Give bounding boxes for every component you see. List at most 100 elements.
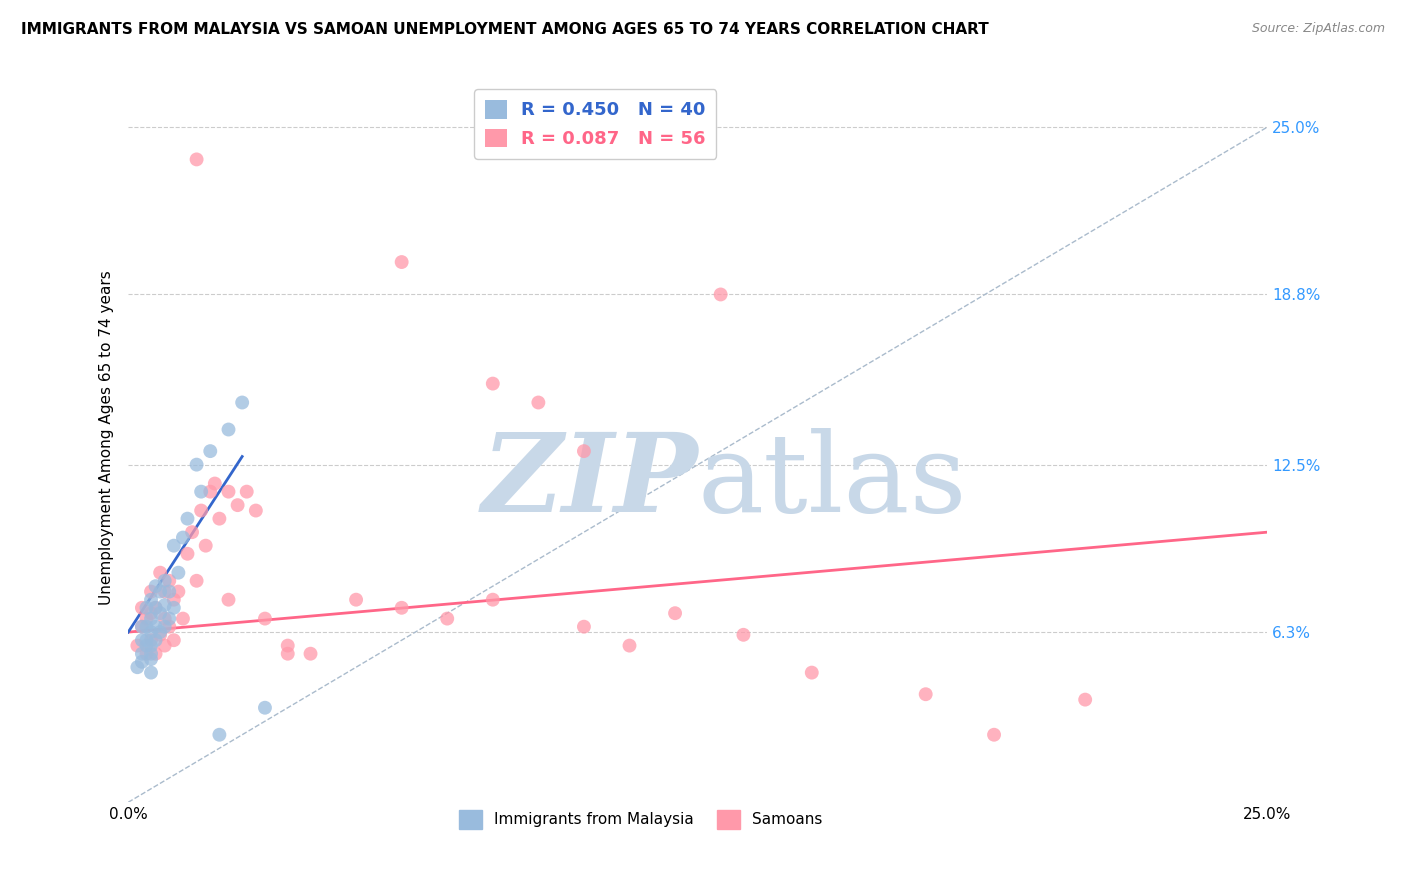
- Point: [186, 574, 208, 588]
- Point: [157, 611, 180, 625]
- Point: [277, 647, 299, 661]
- Text: Source: ZipAtlas.com: Source: ZipAtlas.com: [1251, 22, 1385, 36]
- Text: atlas: atlas: [697, 428, 967, 535]
- Point: [131, 647, 153, 661]
- Point: [391, 255, 413, 269]
- Legend: Immigrants from Malaysia, Samoans: Immigrants from Malaysia, Samoans: [453, 804, 828, 835]
- Point: [186, 153, 208, 167]
- Point: [344, 592, 367, 607]
- Point: [436, 611, 458, 625]
- Point: [277, 639, 299, 653]
- Y-axis label: Unemployment Among Ages 65 to 74 years: Unemployment Among Ages 65 to 74 years: [100, 270, 114, 605]
- Point: [181, 525, 204, 540]
- Point: [127, 660, 149, 674]
- Point: [983, 728, 1005, 742]
- Point: [153, 574, 176, 588]
- Point: [127, 639, 149, 653]
- Point: [208, 511, 231, 525]
- Point: [149, 606, 172, 620]
- Point: [391, 600, 413, 615]
- Point: [299, 647, 322, 661]
- Point: [149, 584, 172, 599]
- Point: [914, 687, 936, 701]
- Point: [135, 639, 157, 653]
- Point: [167, 566, 190, 580]
- Point: [131, 633, 153, 648]
- Point: [139, 633, 162, 648]
- Point: [194, 539, 217, 553]
- Point: [135, 647, 157, 661]
- Point: [176, 511, 198, 525]
- Point: [135, 600, 157, 615]
- Point: [145, 647, 167, 661]
- Point: [153, 639, 176, 653]
- Point: [149, 566, 172, 580]
- Point: [253, 700, 276, 714]
- Point: [167, 584, 190, 599]
- Point: [149, 625, 172, 640]
- Point: [163, 539, 186, 553]
- Point: [200, 484, 222, 499]
- Point: [131, 600, 153, 615]
- Point: [139, 611, 162, 625]
- Point: [572, 444, 595, 458]
- Point: [619, 639, 641, 653]
- Point: [572, 620, 595, 634]
- Point: [733, 628, 755, 642]
- Point: [149, 628, 172, 642]
- Point: [218, 484, 240, 499]
- Point: [139, 625, 162, 640]
- Point: [139, 665, 162, 680]
- Point: [135, 620, 157, 634]
- Point: [710, 287, 733, 301]
- Point: [157, 584, 180, 599]
- Point: [153, 611, 176, 625]
- Point: [218, 592, 240, 607]
- Point: [139, 652, 162, 666]
- Point: [157, 574, 180, 588]
- Point: [204, 476, 226, 491]
- Point: [231, 395, 253, 409]
- Point: [163, 633, 186, 648]
- Point: [190, 503, 212, 517]
- Point: [208, 728, 231, 742]
- Point: [245, 503, 267, 517]
- Point: [145, 600, 167, 615]
- Point: [145, 633, 167, 648]
- Point: [172, 531, 194, 545]
- Point: [226, 498, 249, 512]
- Text: IMMIGRANTS FROM MALAYSIA VS SAMOAN UNEMPLOYMENT AMONG AGES 65 TO 74 YEARS CORREL: IMMIGRANTS FROM MALAYSIA VS SAMOAN UNEMP…: [21, 22, 988, 37]
- Point: [153, 598, 176, 612]
- Point: [139, 606, 162, 620]
- Point: [139, 584, 162, 599]
- Point: [145, 620, 167, 634]
- Point: [135, 633, 157, 648]
- Point: [139, 639, 162, 653]
- Point: [800, 665, 823, 680]
- Point: [235, 484, 257, 499]
- Point: [145, 600, 167, 615]
- Point: [153, 584, 176, 599]
- Point: [664, 606, 686, 620]
- Point: [131, 620, 153, 634]
- Point: [135, 611, 157, 625]
- Point: [481, 376, 503, 391]
- Point: [153, 620, 176, 634]
- Point: [218, 423, 240, 437]
- Point: [139, 647, 162, 661]
- Point: [163, 600, 186, 615]
- Point: [131, 620, 153, 634]
- Point: [172, 611, 194, 625]
- Point: [200, 444, 222, 458]
- Point: [1074, 692, 1097, 706]
- Point: [253, 611, 276, 625]
- Point: [190, 484, 212, 499]
- Point: [527, 395, 550, 409]
- Point: [157, 620, 180, 634]
- Point: [139, 592, 162, 607]
- Point: [163, 592, 186, 607]
- Point: [186, 458, 208, 472]
- Point: [131, 655, 153, 669]
- Point: [145, 579, 167, 593]
- Point: [481, 592, 503, 607]
